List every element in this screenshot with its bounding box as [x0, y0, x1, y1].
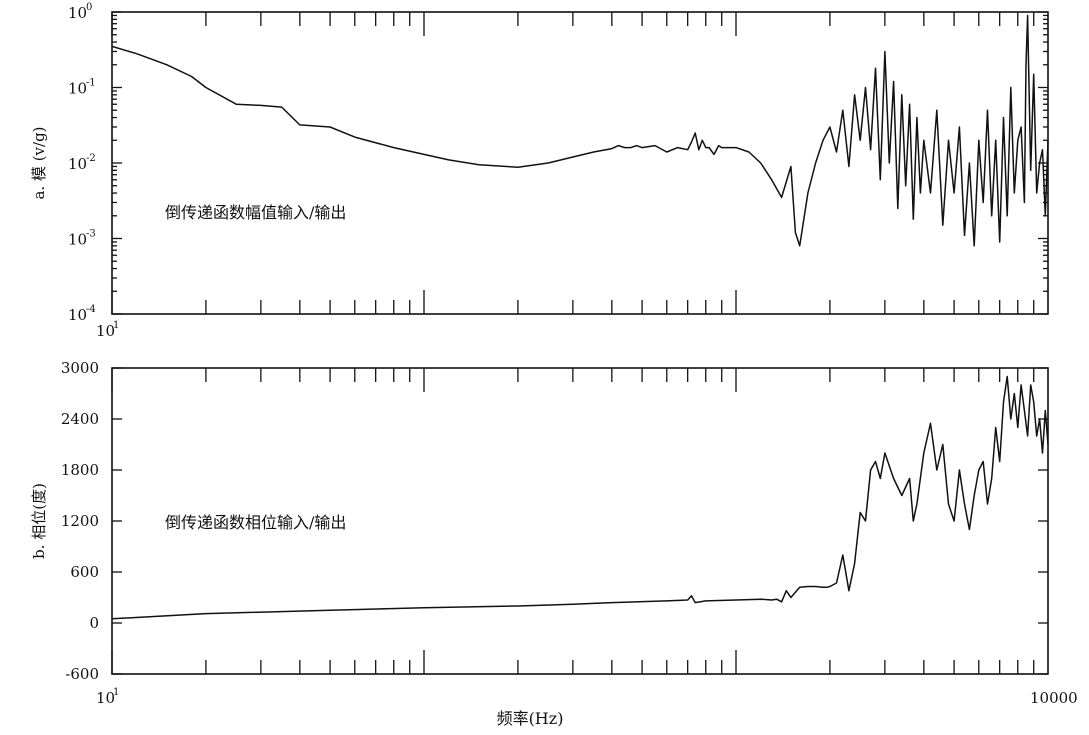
magnitude-y-tick-label: 10	[68, 4, 87, 22]
phase-y-tick-label: -600	[65, 665, 99, 683]
magnitude-y-tick-label-exp: -1	[86, 78, 96, 89]
phase-y-tick-labels: 3000 2400 1800 1200 600 0 -600	[61, 359, 99, 683]
phase-y-tick-label: 0	[89, 614, 99, 632]
magnitude-y-tick-label: 10	[68, 155, 87, 173]
magnitude-y-ticks	[112, 11, 1048, 315]
magnitude-y-axis-label: a. 模 (v/g)	[30, 126, 48, 199]
magnitude-y-tick-label: 10	[68, 231, 87, 249]
magnitude-series-line	[111, 14, 1049, 247]
phase-series-line	[111, 375, 1049, 620]
phase-y-tick-label: 1800	[61, 461, 99, 479]
magnitude-annotation: 倒传递函数幅值输入/输出	[165, 203, 346, 222]
phase-y-tick-label: 2400	[61, 410, 99, 428]
phase-y-tick-label: 3000	[61, 359, 99, 377]
magnitude-y-tick-label-exp: -3	[86, 229, 96, 240]
phase-x-start-label: 10 1	[96, 687, 119, 707]
magnitude-x-start-exp: 1	[113, 320, 119, 331]
magnitude-y-tick-label-exp: -2	[86, 153, 96, 164]
magnitude-x-start-base: 10	[96, 322, 115, 340]
magnitude-y-tick-label: 10	[68, 80, 87, 98]
phase-x-ticks	[111, 368, 1035, 674]
phase-y-axis-label: b. 相位(度)	[30, 483, 48, 559]
x-axis-label: 频率(Hz)	[497, 709, 564, 728]
magnitude-y-tick-label: 10	[68, 306, 87, 324]
magnitude-y-tick-label-exp: 0	[86, 2, 92, 13]
magnitude-plot-frame	[111, 11, 1049, 315]
phase-panel: 3000 2400 1800 1200 600 0 -600 倒传递函数相位输入/输出 b.…	[30, 359, 1078, 707]
phase-y-tick-label: 600	[70, 563, 99, 581]
phase-x-end-label: 10000	[1030, 689, 1078, 707]
phase-x-start-exp: 1	[113, 687, 119, 698]
magnitude-x-start-label: 10 1	[96, 320, 119, 340]
phase-x-start-base: 10	[96, 689, 115, 707]
magnitude-y-tick-label-exp: -4	[86, 304, 96, 315]
phase-y-tick-label: 1200	[61, 512, 99, 530]
phase-annotation: 倒传递函数相位输入/输出	[165, 513, 346, 532]
magnitude-x-ticks	[111, 12, 1035, 314]
